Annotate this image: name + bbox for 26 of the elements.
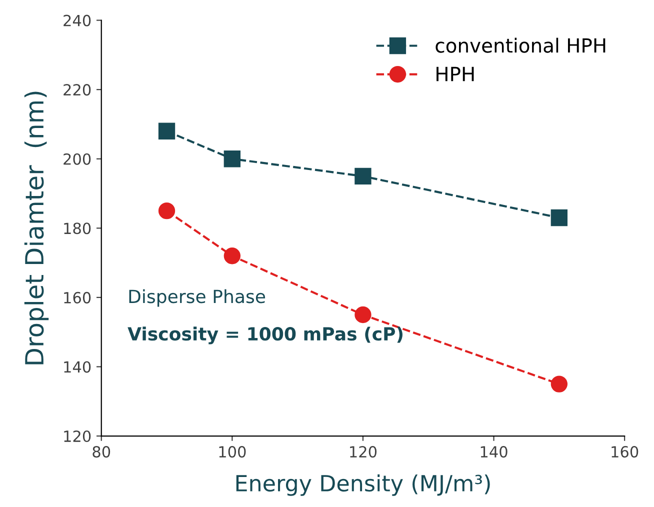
y-tick-label: 160 [64, 292, 91, 304]
x-tick-label: 80 [92, 446, 110, 458]
point [158, 202, 176, 220]
y-tick-label: 220 [64, 84, 91, 96]
legend-label: HPH [436, 66, 474, 82]
point [224, 150, 241, 168]
point [158, 122, 176, 140]
legend-label: conventional HPH [436, 38, 606, 53]
annotation: Disperse Phase [129, 289, 266, 307]
y-tick-label: 200 [64, 153, 91, 165]
y-axis-title: Droplet Diamter (nm) [24, 92, 49, 364]
point [354, 306, 372, 324]
y-tick-label: 180 [64, 222, 91, 234]
x-tick-label: 160 [612, 446, 638, 458]
y-tick-label: 140 [64, 361, 91, 373]
y-tick-label: 120 [64, 430, 91, 442]
x-tick-label: 120 [350, 446, 377, 458]
y-tick-label: 240 [64, 14, 91, 26]
x-axis-title: Energy Density (MJ/m³) [236, 474, 490, 496]
point [550, 376, 568, 392]
x-tick-label: 140 [480, 446, 508, 458]
point [354, 168, 372, 185]
point [550, 209, 568, 226]
x-tick-label: 100 [219, 446, 246, 458]
point [224, 248, 241, 264]
annotation: Viscosity = 1000 mPas (cP) [128, 326, 402, 344]
